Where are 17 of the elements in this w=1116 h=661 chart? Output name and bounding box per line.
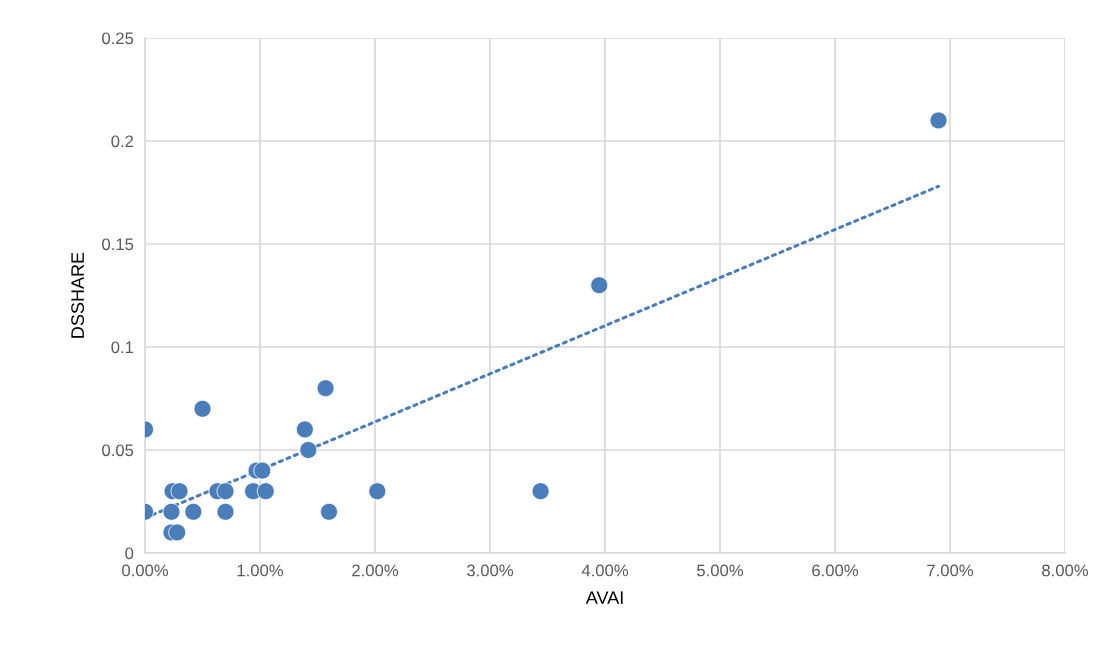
x-axis-title: AVAI: [585, 591, 623, 604]
x-tick-label: 5.00%: [697, 564, 744, 577]
x-tick-label: 0.00%: [122, 564, 169, 577]
y-tick-label: 0.2: [111, 135, 134, 148]
y-axis-title: DSSHARE: [71, 252, 84, 338]
y-tick-label: 0: [125, 547, 134, 560]
y-tick-label: 0.15: [102, 238, 134, 251]
x-tick-label: 8.00%: [1042, 564, 1089, 577]
y-tick-label: 0.25: [102, 32, 134, 45]
x-tick-label: 6.00%: [812, 564, 859, 577]
x-tick-label: 4.00%: [581, 564, 629, 577]
x-tick-label: 7.00%: [927, 564, 974, 577]
x-tick-label: 2.00%: [352, 564, 399, 577]
x-tick-label: 1.00%: [237, 564, 284, 577]
x-tick-label: 3.00%: [467, 564, 514, 577]
y-tick-label: 0.1: [111, 341, 134, 354]
y-tick-label: 0.05: [102, 444, 134, 457]
